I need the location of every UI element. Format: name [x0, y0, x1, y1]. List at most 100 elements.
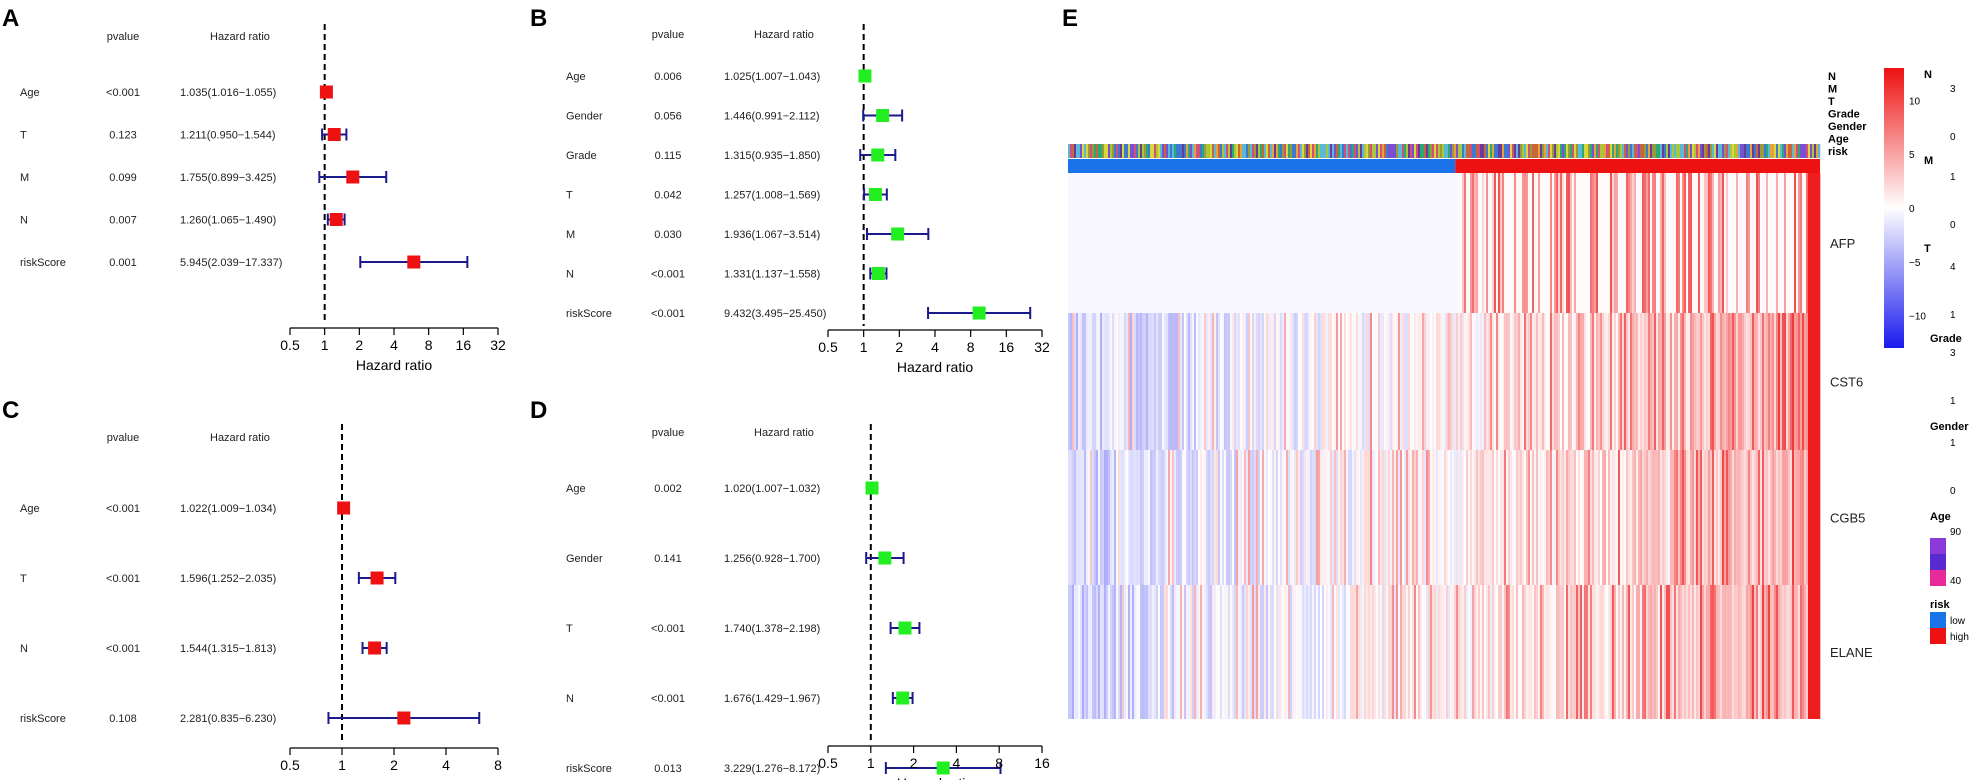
heatmap-cell	[1510, 313, 1513, 450]
heatmap-cell	[1112, 450, 1115, 585]
hr-point	[858, 69, 872, 83]
heatmap-cell	[1756, 585, 1759, 719]
heatmap-cell	[1634, 313, 1637, 450]
heatmap-cell	[1338, 585, 1341, 719]
heatmap-cell	[1396, 585, 1399, 719]
heatmap-cell	[1552, 450, 1555, 585]
annotation-cell	[1352, 144, 1355, 158]
annotation-cell	[1296, 144, 1299, 158]
heatmap-cell	[1266, 585, 1269, 719]
heatmap-cell	[1336, 450, 1339, 585]
heatmap-cell	[1176, 450, 1179, 585]
annotation-cell	[1484, 144, 1487, 158]
heatmap-cell	[1538, 313, 1541, 450]
annotation-cell	[1374, 144, 1377, 158]
heatmap-cell	[1444, 450, 1447, 585]
heatmap-cell	[1142, 450, 1145, 585]
heatmap-cell	[1458, 313, 1461, 450]
heatmap-cell	[1242, 585, 1245, 719]
heatmap-cell	[1304, 313, 1307, 450]
heatmap-cell	[1772, 450, 1775, 585]
heatmap-cell	[1430, 450, 1433, 585]
heatmap-cell	[1550, 313, 1553, 450]
heatmap-cell	[1440, 173, 1443, 313]
annotation-cell	[1424, 144, 1427, 158]
heatmap-cell	[1154, 450, 1157, 585]
annotation-cell	[1456, 144, 1459, 158]
heatmap-cell	[1104, 313, 1107, 450]
heatmap-cell	[1746, 585, 1749, 719]
heatmap-cell	[1404, 585, 1407, 719]
heatmap-cell	[1492, 585, 1495, 719]
heatmap-cell	[1418, 585, 1421, 719]
heatmap-cell	[1246, 313, 1249, 450]
heatmap-cell	[1488, 173, 1491, 313]
heatmap-cell	[1464, 450, 1467, 585]
heatmap-cell	[1132, 313, 1135, 450]
heatmap-cell	[1648, 450, 1651, 585]
annotation-legends: N30M10T41Grade31Gender10Age9040risklowhi…	[1924, 69, 1969, 644]
heatmap-cell	[1650, 585, 1653, 719]
heatmap-cell	[1680, 173, 1683, 313]
x-tick-label: 0.5	[818, 339, 838, 355]
annotation-cell	[1630, 144, 1633, 158]
heatmap-cell	[1692, 313, 1695, 450]
heatmap-cell	[1176, 585, 1179, 719]
heatmap-cell	[1278, 173, 1281, 313]
heatmap-cell	[1086, 313, 1089, 450]
heatmap-cell	[1346, 585, 1349, 719]
heatmap-cell	[1384, 173, 1387, 313]
annotation-cell	[1152, 144, 1155, 158]
heatmap-cell	[1452, 585, 1455, 719]
heatmap-cell	[1352, 173, 1355, 313]
annotation-cell	[1422, 144, 1425, 158]
heatmap-cell	[1590, 585, 1593, 719]
heatmap-cell	[1572, 313, 1575, 450]
heatmap-cell	[1794, 450, 1797, 585]
heatmap-cell	[1112, 313, 1115, 450]
heatmap-cell	[1274, 450, 1277, 585]
annotation-cell	[1668, 144, 1671, 158]
heatmap-cell	[1650, 450, 1653, 585]
heatmap-cell	[1454, 173, 1457, 313]
annotation-cell	[1700, 144, 1703, 158]
row-hazard-ratio: 1.035(1.016−1.055)	[180, 87, 276, 99]
heatmap-cell	[1576, 450, 1579, 585]
heatmap-cell	[1366, 173, 1369, 313]
heatmap-cell	[1750, 173, 1753, 313]
heatmap-cell	[1668, 173, 1671, 313]
heatmap-cell	[1390, 313, 1393, 450]
annotation-cell	[1614, 144, 1617, 158]
heatmap-cell	[1112, 173, 1115, 313]
heatmap-cell	[1746, 450, 1749, 585]
x-tick-label: 0.5	[280, 337, 300, 353]
heatmap-cell	[1436, 585, 1439, 719]
heatmap-cell	[1370, 173, 1373, 313]
heatmap-cell	[1630, 173, 1633, 313]
heatmap-cell	[1576, 585, 1579, 719]
heatmap-cell	[1808, 313, 1811, 450]
heatmap-cell	[1590, 450, 1593, 585]
heatmap-cell	[1302, 585, 1305, 719]
annotation-cell	[1356, 144, 1359, 158]
heatmap-cell	[1438, 450, 1441, 585]
heatmap-cell	[1378, 173, 1381, 313]
heatmap-cell	[1552, 585, 1555, 719]
heatmap-cell	[1594, 173, 1597, 313]
heatmap-cell	[1784, 313, 1787, 450]
annotation-cell	[1664, 144, 1667, 158]
annotation-cell	[1562, 144, 1565, 158]
heatmap-cell	[1532, 173, 1535, 313]
heatmap-cell	[1270, 450, 1273, 585]
heatmap-cell	[1168, 313, 1171, 450]
heatmap-cell	[1248, 173, 1251, 313]
heatmap-cell	[1424, 585, 1427, 719]
heatmap-cell	[1410, 450, 1413, 585]
heatmap-cell	[1410, 585, 1413, 719]
hr-point	[370, 571, 384, 585]
heatmap-cell	[1140, 450, 1143, 585]
heatmap-cell	[1430, 313, 1433, 450]
hr-point	[368, 641, 382, 655]
annotation-cell	[1186, 144, 1189, 158]
